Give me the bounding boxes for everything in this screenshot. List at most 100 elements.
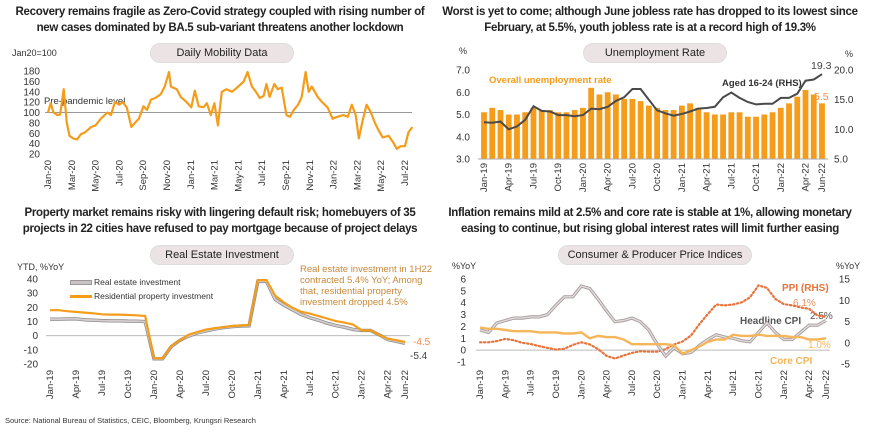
x-tick-label: Jan-19 bbox=[479, 163, 490, 192]
data-label-residential-last: -4.5 bbox=[413, 337, 431, 348]
bar-overall-unemployment bbox=[794, 96, 801, 159]
bar-overall-unemployment bbox=[662, 110, 669, 159]
headline-unemployment: Worst is yet to come; although June jobl… bbox=[442, 6, 858, 34]
x-tick-label: Jul-19 bbox=[97, 370, 108, 396]
x-tick-label: Jul-21 bbox=[305, 370, 316, 396]
series-label-youth-unemployment: Aged 16-24 (RHS) bbox=[722, 78, 802, 89]
y-tick-label-left: 0 bbox=[460, 346, 466, 357]
chart-title-mobility: Daily Mobility Data bbox=[150, 43, 294, 63]
y-tick-label-left: -1 bbox=[457, 358, 466, 369]
legend-item-residential: Residential property investment bbox=[70, 289, 213, 303]
data-label-youth-last: 19.3 bbox=[811, 60, 832, 72]
x-tick-label: May-22 bbox=[376, 160, 387, 192]
series-line-headline-cpi bbox=[479, 285, 827, 358]
x-tick-label: Sep-21 bbox=[281, 160, 292, 191]
y-tick-label-right: 5 bbox=[844, 317, 850, 328]
bar-overall-unemployment bbox=[613, 94, 619, 159]
y-tick-label-left: 6 bbox=[460, 275, 466, 286]
x-tick-label: Nov-21 bbox=[305, 160, 316, 191]
y-tick-label: 60 bbox=[29, 129, 41, 140]
x-tick-label: Apr-20 bbox=[603, 163, 614, 192]
bar-overall-unemployment bbox=[769, 112, 776, 159]
x-tick-label: Apr-19 bbox=[504, 163, 515, 192]
y-tick-label-left: 5.0 bbox=[456, 110, 470, 121]
y-tick-label: 30 bbox=[27, 289, 39, 300]
x-tick-label: Oct-20 bbox=[652, 370, 663, 399]
x-tick-label: Oct-21 bbox=[751, 163, 762, 192]
series-line-mobility bbox=[46, 70, 414, 150]
x-tick-label: Jul-21 bbox=[726, 163, 737, 189]
y-tick-label: 180 bbox=[23, 67, 40, 78]
bar-overall-unemployment bbox=[687, 103, 693, 159]
bar-overall-unemployment bbox=[596, 94, 603, 159]
y-axis-label-prices-left: %YoY bbox=[452, 261, 477, 271]
bar-overall-unemployment bbox=[695, 107, 702, 159]
series-line-core-cpi bbox=[479, 326, 827, 356]
x-tick-label: Oct-21 bbox=[753, 370, 764, 399]
y-tick-label: -10 bbox=[24, 345, 39, 356]
y-tick-label-left: 3.0 bbox=[456, 155, 470, 166]
bar-overall-unemployment bbox=[703, 112, 710, 159]
series-line-real-estate bbox=[50, 280, 406, 360]
x-tick-label: Apr-21 bbox=[702, 163, 713, 192]
x-tick-label: Jan-20 bbox=[576, 370, 587, 399]
bar-overall-unemployment bbox=[505, 114, 512, 159]
y-tick-label-left: 6.0 bbox=[456, 88, 470, 99]
x-tick-label: Mar-22 bbox=[352, 160, 363, 190]
y-axis-label-unemp-right: % bbox=[845, 49, 854, 59]
x-tick-label: Jan-21 bbox=[677, 163, 688, 192]
x-tick-label: Jul-20 bbox=[114, 160, 125, 186]
annotation-line: Real estate investment in 1H22 bbox=[300, 264, 433, 275]
y-tick-label: 160 bbox=[23, 77, 40, 88]
y-tick-label-left: 5 bbox=[460, 286, 466, 297]
annotation-line: contracted 5.4% YoY; Among bbox=[300, 275, 423, 286]
x-tick-label: Jul-20 bbox=[627, 163, 638, 189]
x-tick-label: Mar-20 bbox=[67, 160, 78, 190]
y-tick-label-left: 4 bbox=[460, 298, 466, 309]
y-axis-label-prices-right: %YoY bbox=[836, 261, 861, 271]
y-tick-label: -20 bbox=[24, 360, 39, 371]
x-tick-label: Jan-19 bbox=[45, 370, 56, 399]
x-tick-label: Oct-20 bbox=[652, 163, 663, 192]
y-tick-label: 140 bbox=[23, 87, 40, 98]
headline-inflation: Inflation remains mild at 2.5% and core … bbox=[448, 207, 852, 235]
x-tick-label: Jan-22 bbox=[357, 370, 368, 399]
x-tick-label: Apr-19 bbox=[71, 370, 82, 399]
bar-overall-unemployment bbox=[588, 87, 595, 159]
annotation-line: that, residential property bbox=[300, 286, 402, 297]
bar-overall-unemployment bbox=[571, 110, 578, 159]
series-line-residential bbox=[50, 279, 406, 360]
headline-mobility: Recovery remains fragile as Zero-Covid s… bbox=[15, 6, 425, 34]
x-tick-label: Oct-20 bbox=[227, 370, 238, 399]
x-tick-label: Jan-22 bbox=[329, 160, 340, 189]
x-tick-label: Jul-21 bbox=[257, 160, 268, 186]
bar-overall-unemployment bbox=[720, 114, 726, 159]
bar-overall-unemployment bbox=[711, 114, 718, 159]
x-tick-label: Apr-20 bbox=[175, 370, 186, 399]
bar-overall-unemployment bbox=[514, 114, 520, 159]
bar-overall-unemployment bbox=[802, 90, 809, 159]
y-tick-label-right: 0 bbox=[844, 338, 850, 349]
y-tick-label: 20 bbox=[29, 150, 41, 161]
y-tick-label: 40 bbox=[29, 139, 41, 150]
annotation-line: investment dropped 4.5% bbox=[300, 297, 408, 308]
data-label-ppi-last: 6.1% bbox=[793, 298, 816, 309]
x-tick-label: Jul-19 bbox=[528, 163, 539, 189]
y-tick-label-left: 7.0 bbox=[456, 66, 470, 77]
bar-overall-unemployment bbox=[481, 112, 487, 159]
x-tick-label: Jan-19 bbox=[475, 370, 486, 399]
x-tick-label: May-20 bbox=[91, 160, 102, 192]
headline-real-estate: Property market remains risky with linge… bbox=[22, 207, 418, 235]
x-tick-label: Jan-21 bbox=[186, 160, 197, 189]
legend-swatch-real-estate bbox=[70, 279, 92, 285]
x-tick-label: Apr-22 bbox=[804, 370, 815, 399]
x-tick-label: Jun-22 bbox=[400, 370, 411, 399]
y-tick-label: 10 bbox=[27, 317, 39, 328]
x-tick-label: Jan-22 bbox=[779, 370, 790, 399]
x-tick-label: Jul-19 bbox=[526, 370, 537, 396]
chart-title-real-estate: Real Estate Investment bbox=[150, 245, 294, 265]
bar-overall-unemployment bbox=[497, 110, 504, 159]
x-tick-label: Jan-20 bbox=[578, 163, 589, 192]
real-estate-annotation: Real estate investment in 1H22 contracte… bbox=[300, 264, 432, 308]
bar-overall-unemployment bbox=[621, 98, 628, 159]
